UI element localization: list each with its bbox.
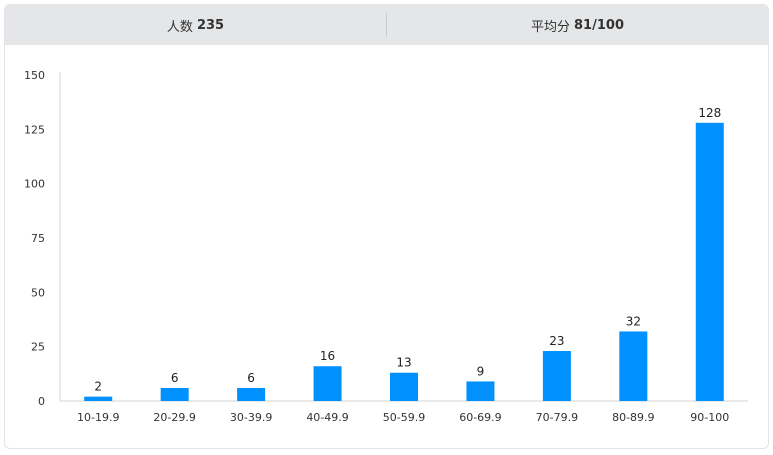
x-tick-label: 80-89.9 bbox=[612, 411, 654, 424]
y-tick-label: 100 bbox=[24, 178, 45, 191]
y-tick-label: 0 bbox=[38, 395, 45, 408]
x-tick-label: 50-59.9 bbox=[383, 411, 425, 424]
bar bbox=[695, 122, 724, 402]
bar-value-label: 6 bbox=[171, 371, 179, 385]
average-score-label: 平均分 bbox=[531, 19, 571, 35]
x-tick-label: 90-100 bbox=[690, 411, 729, 424]
bar-value-label: 9 bbox=[477, 364, 485, 378]
y-tick-label: 50 bbox=[31, 286, 45, 299]
average-score-stat: 平均分 81/100 bbox=[387, 5, 768, 45]
bar bbox=[619, 331, 648, 401]
y-tick-label: 75 bbox=[31, 232, 45, 245]
student-count-stat: 人数 235 bbox=[5, 5, 386, 45]
y-tick-label: 25 bbox=[31, 341, 45, 354]
header-divider bbox=[386, 13, 387, 37]
x-tick-label: 40-49.9 bbox=[306, 411, 348, 424]
x-tick-label: 20-29.9 bbox=[153, 411, 195, 424]
x-tick-label: 10-19.9 bbox=[77, 411, 119, 424]
bar bbox=[160, 387, 189, 401]
bar-value-label: 16 bbox=[320, 349, 335, 363]
bar bbox=[542, 351, 571, 401]
student-count-label: 人数 bbox=[166, 19, 193, 35]
summary-header: 人数 235 平均分 81/100 bbox=[5, 5, 768, 45]
x-tick-label: 30-39.9 bbox=[230, 411, 272, 424]
bar bbox=[84, 396, 113, 401]
bar-value-label: 23 bbox=[549, 334, 564, 348]
score-distribution-card: 人数 235 平均分 81/100 bbox=[4, 4, 769, 449]
bar bbox=[313, 366, 342, 401]
bar bbox=[237, 387, 266, 401]
bar-value-label: 128 bbox=[698, 106, 721, 120]
bar bbox=[466, 381, 495, 401]
bar-value-label: 32 bbox=[626, 314, 641, 328]
student-count-value: 235 bbox=[196, 17, 225, 33]
bar-value-label: 13 bbox=[396, 356, 411, 370]
bar-value-label: 2 bbox=[94, 380, 102, 394]
bar-value-label: 6 bbox=[247, 371, 255, 385]
average-score-value: 81/100 bbox=[574, 17, 624, 33]
y-tick-label: 150 bbox=[24, 69, 45, 82]
y-tick-label: 125 bbox=[24, 123, 45, 136]
x-tick-label: 60-69.9 bbox=[459, 411, 501, 424]
x-tick-label: 70-79.9 bbox=[536, 411, 578, 424]
bar bbox=[390, 372, 418, 401]
